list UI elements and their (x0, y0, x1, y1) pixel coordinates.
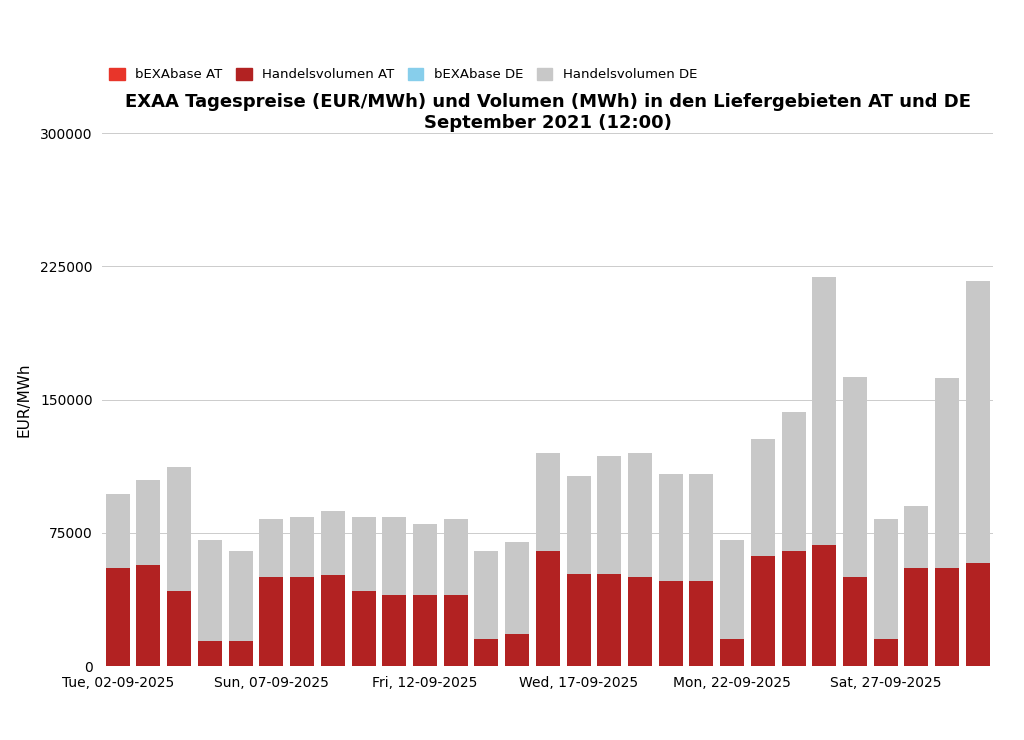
Bar (167, 591, 191, 666)
Bar (505, 542, 529, 666)
Bar (351, 591, 376, 666)
Bar (689, 474, 714, 666)
Bar (351, 517, 376, 666)
Bar (597, 574, 622, 666)
Bar (167, 467, 191, 666)
Bar (443, 595, 468, 666)
Bar (812, 545, 837, 666)
Bar (658, 581, 683, 666)
Bar (505, 634, 529, 666)
Bar (843, 377, 867, 666)
Bar (781, 412, 806, 666)
Bar (597, 457, 622, 666)
Bar (904, 506, 929, 666)
Bar (198, 641, 222, 666)
Bar (105, 494, 130, 666)
Bar (966, 563, 990, 666)
Bar (382, 517, 407, 666)
Bar (413, 524, 437, 666)
Legend: bEXAbase AT, Handelsvolumen AT, bEXAbase DE, Handelsvolumen DE: bEXAbase AT, Handelsvolumen AT, bEXAbase… (109, 68, 697, 81)
Bar (935, 568, 959, 666)
Bar (751, 439, 775, 666)
Bar (720, 639, 744, 666)
Bar (873, 639, 898, 666)
Y-axis label: EUR/MWh: EUR/MWh (16, 363, 32, 437)
Bar (443, 519, 468, 666)
Bar (382, 595, 407, 666)
Bar (321, 576, 345, 666)
Bar (935, 378, 959, 666)
Bar (966, 280, 990, 666)
Bar (628, 453, 652, 666)
Bar (136, 480, 161, 666)
Bar (904, 568, 929, 666)
Bar (720, 540, 744, 666)
Bar (873, 519, 898, 666)
Bar (781, 551, 806, 666)
Bar (259, 577, 284, 666)
Bar (689, 581, 714, 666)
Bar (658, 474, 683, 666)
Title: EXAA Tagespreise (EUR/MWh) und Volumen (MWh) in den Liefergebieten AT und DE
Sep: EXAA Tagespreise (EUR/MWh) und Volumen (… (125, 92, 971, 132)
Bar (259, 519, 284, 666)
Bar (751, 556, 775, 666)
Bar (566, 574, 591, 666)
Bar (812, 277, 837, 666)
Bar (228, 641, 253, 666)
Bar (628, 577, 652, 666)
Bar (413, 595, 437, 666)
Bar (198, 540, 222, 666)
Bar (536, 453, 560, 666)
Bar (536, 551, 560, 666)
Bar (321, 511, 345, 666)
Bar (228, 551, 253, 666)
Bar (290, 517, 314, 666)
Bar (566, 476, 591, 666)
Bar (105, 568, 130, 666)
Bar (843, 577, 867, 666)
Bar (474, 639, 499, 666)
Bar (474, 551, 499, 666)
Bar (290, 577, 314, 666)
Bar (136, 565, 161, 666)
